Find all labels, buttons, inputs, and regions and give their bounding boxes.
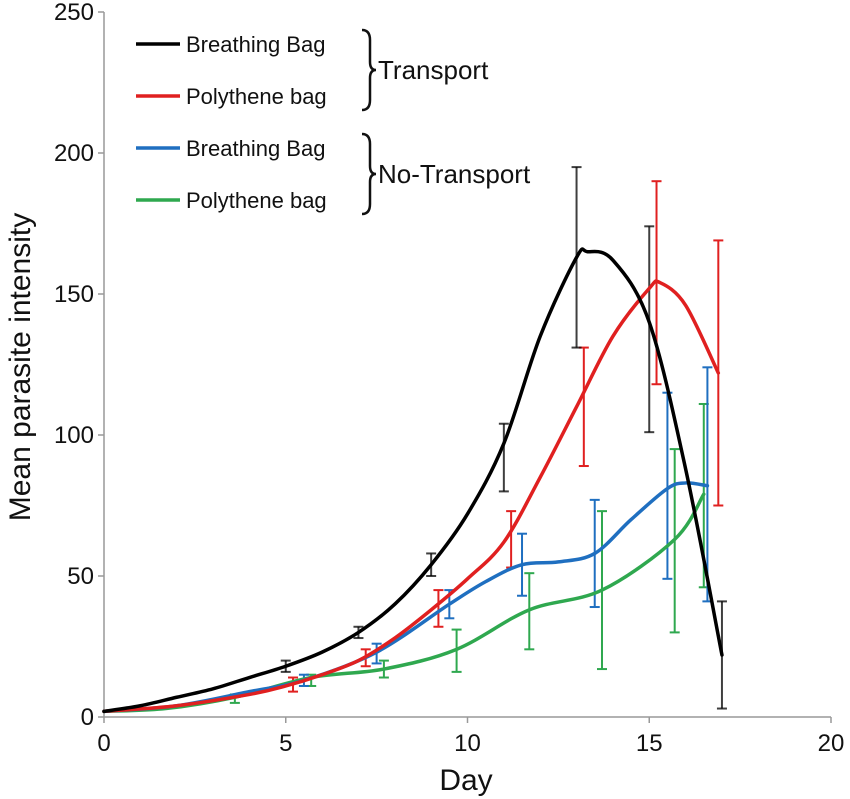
x-tick-label: 20 [818,730,845,757]
y-tick-label: 0 [81,704,94,731]
error-bar [433,589,444,628]
y-tick-label: 100 [54,422,94,449]
legend-brace [361,28,377,112]
legend-brace [361,132,377,216]
series-line-1 [102,279,721,714]
legend-label: Polythene bag [186,188,327,213]
error-bars-series-0 [280,166,727,710]
x-tick-label: 0 [97,730,110,757]
error-bar [644,225,655,434]
legend-group-label: Transport [378,55,489,85]
y-tick-label: 200 [54,140,94,167]
x-tick-label: 10 [454,730,481,757]
x-tick-label: 15 [636,730,663,757]
legend: Breathing Bag Polythene bag Breathing Bag P… [136,28,531,216]
legend-group-label: No-Transport [378,159,531,189]
y-axis-label: Mean parasite intensity [4,213,37,522]
error-bar [578,346,589,468]
legend-label: Polythene bag [186,84,327,109]
series-line-3 [102,492,706,714]
legend-label: Breathing Bag [186,32,325,57]
error-bar [498,422,509,493]
series-line-0 [102,247,724,714]
x-tick-label: 5 [279,730,292,757]
series-line-2 [102,481,710,714]
legend-label: Breathing Bag [186,136,325,161]
y-tick-label: 50 [67,563,94,590]
series-layer [102,166,727,714]
y-tick-label: 250 [54,0,94,26]
error-bars-series-3 [229,402,709,704]
y-tick-label: 150 [54,281,94,308]
x-axis-label: Day [439,764,492,797]
